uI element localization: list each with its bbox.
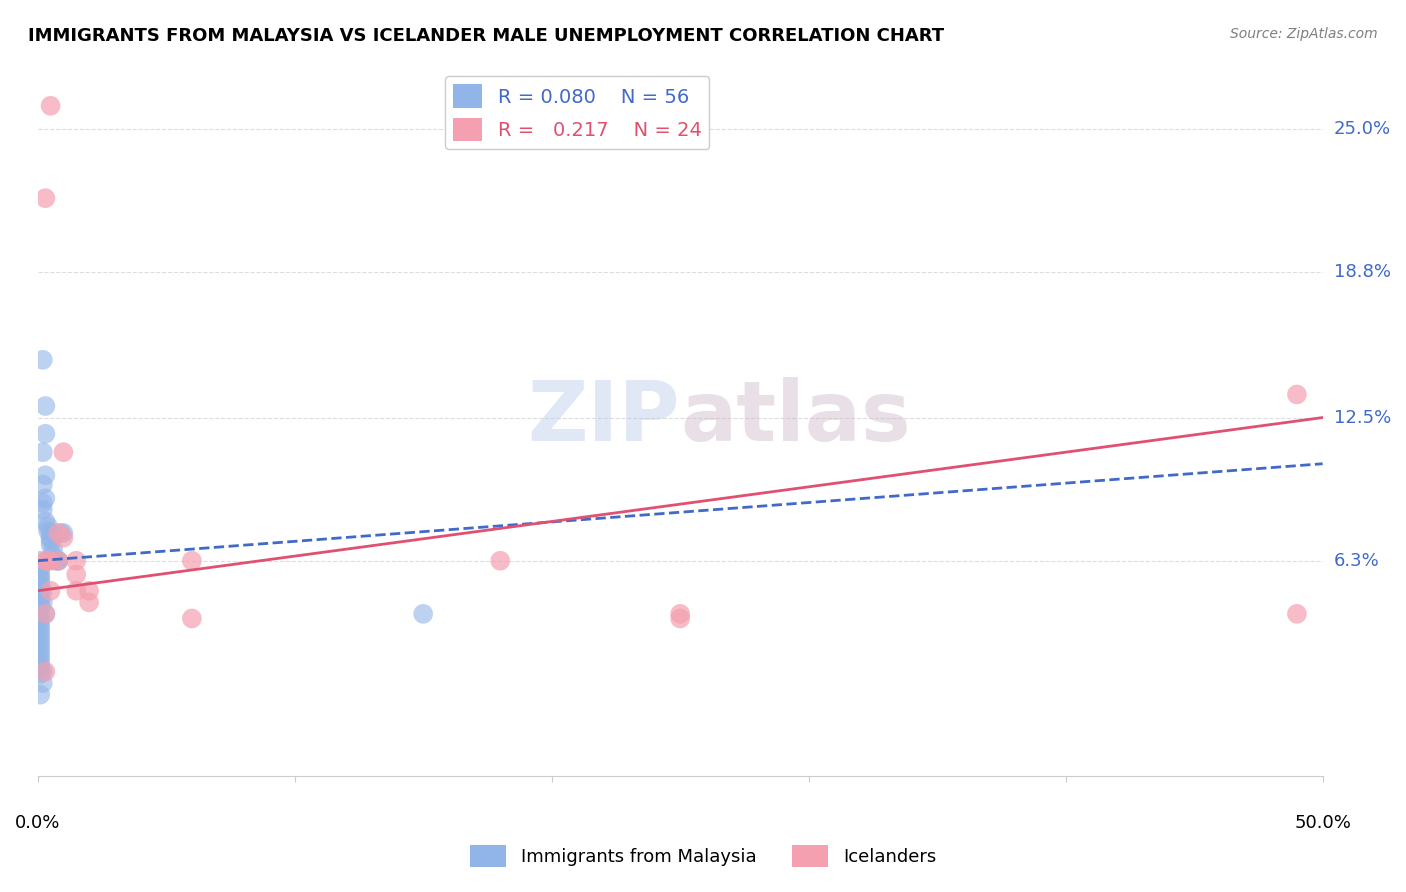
Point (30, 688, 52, 702)
Point (30, 570, 52, 584)
Point (30, 634, 52, 648)
Point (30, 653, 52, 667)
Point (30, 666, 52, 681)
Point (31, 583, 53, 598)
Text: 6.3%: 6.3% (1334, 552, 1379, 570)
Point (46, 554, 69, 568)
Point (37, 554, 59, 568)
Point (65, 554, 87, 568)
Point (30, 598, 52, 612)
Point (30, 639, 52, 653)
Point (30, 593, 52, 607)
Point (412, 607, 434, 621)
Point (31, 352, 53, 367)
Point (30, 572, 52, 586)
Point (34, 491, 56, 506)
Point (30, 607, 52, 621)
Point (37, 519, 59, 533)
Point (30, 662, 52, 676)
Point (489, 554, 512, 568)
Point (39, 533, 62, 547)
Point (39, 554, 62, 568)
Point (30, 588, 52, 602)
Point (39, 538, 62, 552)
Point (30, 602, 52, 616)
Point (31, 595, 53, 609)
Point (31, 503, 53, 517)
Legend: R = 0.080    N = 56, R =   0.217    N = 24: R = 0.080 N = 56, R = 0.217 N = 24 (446, 77, 710, 149)
Point (34, 607, 56, 621)
Text: ZIP: ZIP (527, 377, 681, 458)
Point (669, 611, 692, 625)
Text: 18.8%: 18.8% (1334, 263, 1391, 281)
Point (65, 567, 87, 582)
Point (31, 496, 53, 510)
Point (30, 611, 52, 625)
Text: 25.0%: 25.0% (1334, 120, 1391, 138)
Point (52, 531, 75, 545)
Point (46, 554, 69, 568)
Point (45, 554, 67, 568)
Point (34, 554, 56, 568)
Point (65, 583, 87, 598)
Point (30, 577, 52, 591)
Point (52, 526, 75, 541)
Text: 50.0%: 50.0% (1294, 814, 1351, 832)
Point (1285, 387, 1308, 401)
Point (34, 426, 56, 441)
Point (39, 583, 62, 598)
Text: IMMIGRANTS FROM MALAYSIA VS ICELANDER MALE UNEMPLOYMENT CORRELATION CHART: IMMIGRANTS FROM MALAYSIA VS ICELANDER MA… (28, 27, 945, 45)
Point (31, 445, 53, 459)
Point (46, 526, 69, 541)
Point (34, 607, 56, 621)
Legend: Immigrants from Malaysia, Icelanders: Immigrants from Malaysia, Icelanders (463, 838, 943, 874)
Point (30, 616, 52, 631)
Point (34, 468, 56, 483)
Point (31, 477, 53, 491)
Point (37, 524, 59, 538)
Point (46, 554, 69, 568)
Point (669, 607, 692, 621)
Point (30, 554, 52, 568)
Point (30, 621, 52, 635)
Point (180, 611, 202, 625)
Point (180, 554, 202, 568)
Point (30, 583, 52, 598)
Point (31, 676, 53, 690)
Point (77, 583, 100, 598)
Point (77, 595, 100, 609)
Point (34, 399, 56, 413)
Text: atlas: atlas (681, 377, 911, 458)
Text: 12.5%: 12.5% (1334, 409, 1391, 426)
Point (52, 445, 75, 459)
Point (30, 648, 52, 663)
Point (30, 630, 52, 644)
Point (30, 566, 52, 580)
Point (30, 582, 52, 596)
Text: Source: ZipAtlas.com: Source: ZipAtlas.com (1230, 27, 1378, 41)
Point (34, 665, 56, 679)
Point (30, 625, 52, 640)
Point (49, 526, 72, 541)
Point (30, 560, 52, 574)
Point (34, 515, 56, 529)
Point (31, 665, 53, 679)
Point (42, 542, 65, 557)
Point (30, 657, 52, 672)
Point (39, 531, 62, 545)
Text: 0.0%: 0.0% (15, 814, 60, 832)
Point (39, 526, 62, 541)
Point (42, 549, 65, 563)
Point (39, 99, 62, 113)
Point (1285, 607, 1308, 621)
Point (34, 191, 56, 205)
Point (30, 644, 52, 658)
